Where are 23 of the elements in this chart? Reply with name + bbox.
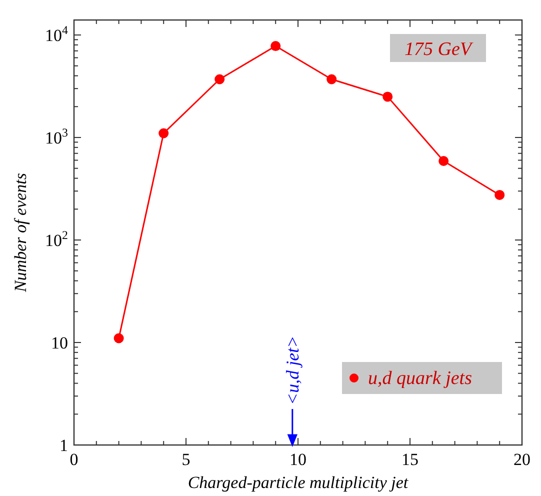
point <box>114 333 124 344</box>
x-tick-label: 5 <box>182 450 190 469</box>
point <box>158 128 169 138</box>
x-tick-label: 0 <box>70 450 78 469</box>
x-tick-label: 10 <box>290 450 306 469</box>
point <box>326 74 337 84</box>
point <box>438 156 449 166</box>
x-tick-label: 15 <box>402 450 418 469</box>
x-tick-label: 20 <box>514 450 530 469</box>
point <box>382 92 393 102</box>
point <box>494 190 505 200</box>
y-tick-label: 10$^{2}$ <box>45 228 68 250</box>
y-tick-label: 1 <box>60 436 68 455</box>
y-axis-title: Number of events <box>11 172 30 293</box>
y-tick-label: 10$^{4}$ <box>45 22 68 45</box>
legend-label: u,d quark jets <box>368 368 472 389</box>
y-tick-label: 10 <box>51 333 68 352</box>
y-tick-label: 10$^{3}$ <box>45 125 68 148</box>
ref-line-label: <u,d jet> <box>282 336 302 405</box>
point <box>214 74 225 84</box>
annotation: 175 GeV <box>404 39 474 60</box>
x-axis-title: Charged-particle multiplicity jet <box>188 473 410 492</box>
point <box>270 41 281 52</box>
